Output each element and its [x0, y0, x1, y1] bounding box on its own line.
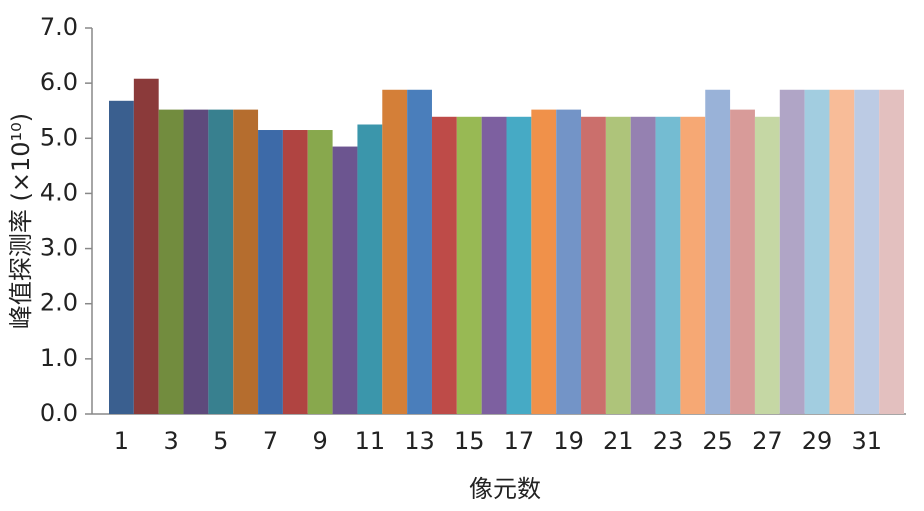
- x-tick-label: 19: [553, 427, 584, 455]
- y-tick-label: 0.0: [40, 399, 78, 427]
- bar: [407, 89, 432, 414]
- bar: [506, 116, 532, 414]
- x-tick-label: 3: [163, 427, 178, 455]
- y-tick-label: 2.0: [40, 289, 78, 317]
- bar: [779, 89, 805, 414]
- bar: [456, 116, 482, 414]
- bar: [705, 89, 731, 414]
- y-tick-label: 5.0: [40, 123, 78, 151]
- x-tick-label: 29: [802, 427, 833, 455]
- bar: [730, 109, 755, 415]
- x-tick-label: 11: [355, 427, 386, 455]
- y-tick-label: 1.0: [40, 344, 78, 372]
- x-tick-label: 13: [404, 427, 435, 455]
- x-tick-label: 1: [114, 427, 129, 455]
- bar: [109, 100, 134, 414]
- bar: [630, 116, 656, 414]
- bar: [655, 116, 681, 414]
- x-tick-label: 9: [313, 427, 328, 455]
- bar: [829, 89, 855, 414]
- bar: [307, 130, 333, 414]
- bar: [556, 109, 582, 415]
- x-tick-label: 27: [752, 427, 783, 455]
- x-tick-label: 23: [653, 427, 684, 455]
- bar: [431, 116, 457, 414]
- y-tick-label: 7.0: [40, 13, 78, 41]
- x-tick-label: 17: [504, 427, 535, 455]
- bar: [531, 109, 557, 415]
- bar: [258, 130, 283, 414]
- x-tick-label: 25: [702, 427, 733, 455]
- bar: [282, 130, 308, 414]
- x-tick-label: 31: [851, 427, 882, 455]
- bar: [208, 109, 234, 415]
- bar: [754, 116, 780, 414]
- bar: [605, 116, 631, 414]
- bar: [382, 89, 408, 414]
- bar: [183, 109, 209, 415]
- bar: [332, 146, 358, 415]
- x-tick-label: 7: [263, 427, 278, 455]
- x-axis-title: 像元数: [469, 475, 541, 503]
- bar: [581, 116, 606, 414]
- y-tick-label: 4.0: [40, 178, 78, 206]
- y-tick-label: 6.0: [40, 68, 78, 96]
- y-tick-label: 3.0: [40, 234, 78, 262]
- bar: [158, 109, 184, 415]
- bar: [233, 109, 259, 415]
- bar: [357, 124, 383, 414]
- bar: [680, 116, 706, 414]
- bar: [133, 78, 159, 414]
- x-tick-label: 21: [603, 427, 634, 455]
- x-tick-label: 15: [454, 427, 485, 455]
- bar: [481, 116, 507, 414]
- bar: [854, 89, 880, 414]
- bar: [804, 89, 830, 414]
- y-axis-title: 峰值探测率 (×10¹⁰): [7, 113, 35, 329]
- x-tick-label: 5: [213, 427, 228, 455]
- bar: [879, 89, 904, 414]
